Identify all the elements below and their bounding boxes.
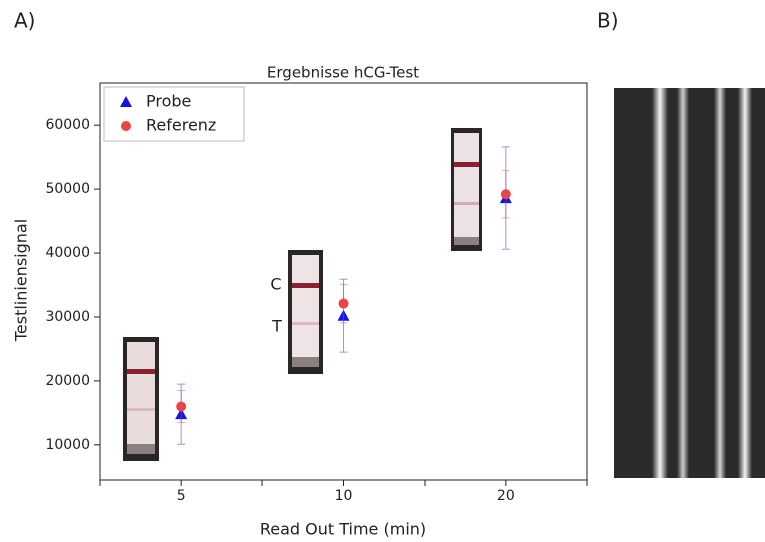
strip-photo <box>451 128 482 251</box>
legend-box <box>103 86 245 142</box>
y-tick-label: 10000 <box>45 437 90 453</box>
legend-marker <box>120 96 132 107</box>
y-tick-label: 40000 <box>45 245 90 261</box>
x-tick-label: 10 <box>335 488 353 504</box>
data-point <box>176 401 187 412</box>
data-point <box>175 408 188 420</box>
y-axis-label: Testliniensignal <box>12 219 31 342</box>
x-tick-label: 5 <box>177 488 186 504</box>
legend-marker <box>121 121 131 131</box>
legend-label: Probe <box>146 92 191 111</box>
x-minor-ticks <box>99 480 588 486</box>
y-tick-label: 60000 <box>45 117 90 133</box>
panel-b-image <box>614 88 765 478</box>
strip-photo <box>123 337 159 461</box>
y-tick-label: 20000 <box>45 373 90 389</box>
y-tick-label: 50000 <box>45 181 90 197</box>
strip-photo <box>288 250 323 374</box>
data-point <box>338 298 349 309</box>
legend-label: Referenz <box>146 116 216 135</box>
annotation: T <box>271 317 282 336</box>
y-tick-label: 30000 <box>45 309 90 325</box>
chart-title: Ergebnisse hCG-Test <box>267 64 419 82</box>
data-point <box>500 189 511 200</box>
panel-label: A) <box>14 9 35 33</box>
data-point <box>337 309 350 321</box>
x-tick-label: 20 <box>497 488 515 504</box>
annotation: C <box>270 275 281 294</box>
x-axis-label: Read Out Time (min) <box>260 520 426 539</box>
panel-label: B) <box>597 9 619 33</box>
